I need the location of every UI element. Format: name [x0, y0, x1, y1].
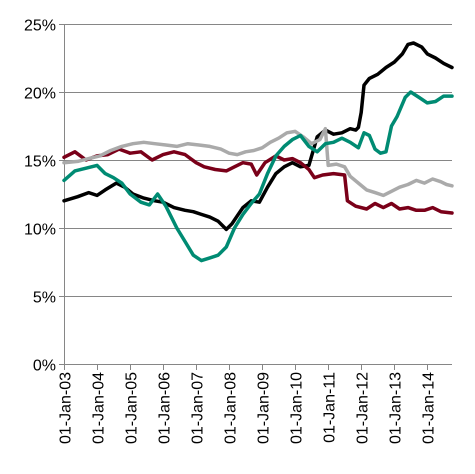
x-tick-label: 01-Jan-14 [421, 372, 438, 444]
x-tick-label: 01-Jan-09 [256, 372, 273, 444]
series-line-4 [62, 90, 454, 263]
x-tick-label: 01-Jan-06 [157, 372, 174, 444]
y-tick-label: 20% [24, 86, 56, 103]
y-tick-label: 0% [33, 358, 56, 375]
y-tick-label: 10% [24, 222, 56, 239]
x-tick-label: 01-Jan-07 [190, 372, 207, 444]
x-tick-label: 01-Jan-11 [322, 372, 339, 443]
series-line-1 [62, 41, 454, 232]
y-tick-label: 5% [33, 290, 56, 307]
y-tick-labels: 0% 5% 10% 15% 20% 25% [24, 18, 56, 375]
axes [59, 24, 452, 370]
x-tick-label: 01-Jan-10 [289, 372, 306, 444]
x-tick-label: 01-Jan-12 [355, 372, 372, 444]
x-tick-label: 01-Jan-08 [223, 372, 240, 444]
x-tick-label: 01-Jan-13 [388, 372, 405, 444]
x-tick-label: 01-Jan-05 [124, 372, 141, 444]
series-line-3 [62, 126, 454, 198]
x-tick-labels: 01-Jan-03 01-Jan-04 01-Jan-05 01-Jan-06 01-J… [58, 372, 438, 444]
x-tick-label: 01-Jan-04 [91, 372, 108, 444]
x-tick-label: 01-Jan-03 [58, 372, 75, 444]
series-lines [62, 41, 454, 263]
y-tick-label: 25% [24, 18, 56, 35]
y-tick-label: 15% [24, 154, 56, 171]
